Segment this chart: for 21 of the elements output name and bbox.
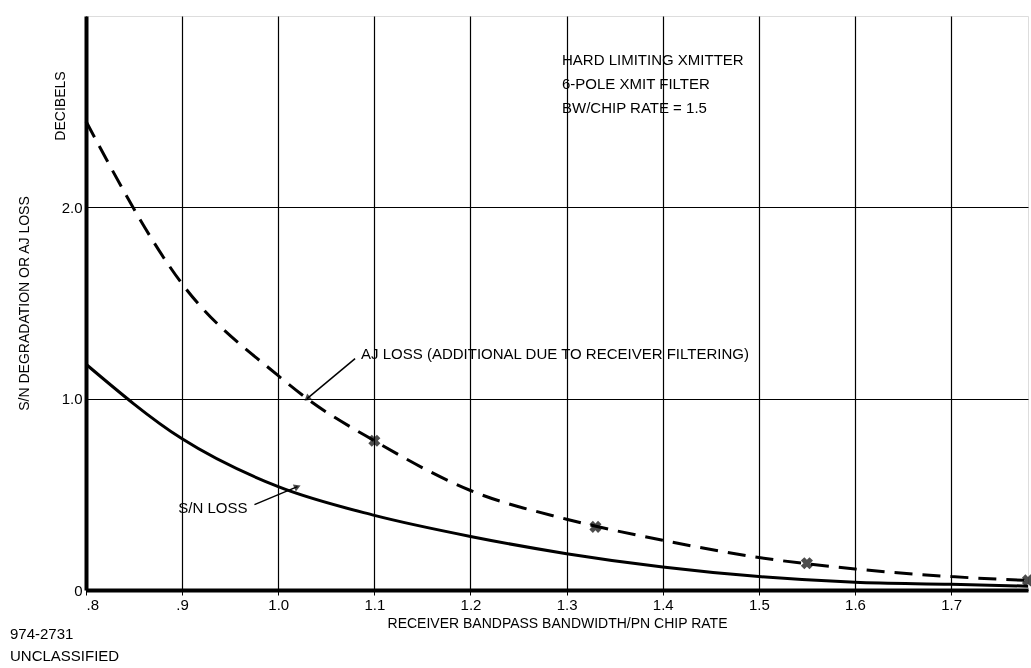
x-tick-label: 1.5 [748, 595, 770, 613]
y-axis-title: S/N DEGRADATION OR AJ LOSS [15, 196, 32, 411]
text: 974-2731 [10, 625, 74, 642]
x-axis-title: RECEIVER BANDPASS BANDWIDTH/PN CHIP RATE [387, 614, 728, 631]
point [368, 434, 381, 447]
y-tick-label: 1.0 [61, 390, 83, 408]
x-tick-label: .9 [176, 595, 189, 613]
text: DECIBELS [52, 71, 68, 141]
x-tick-label: 1.1 [364, 595, 386, 613]
x-tick-label: 1.7 [941, 595, 963, 613]
x-tick-label: 1.3 [556, 595, 578, 613]
y-tick-label: 2.0 [61, 198, 83, 216]
point [589, 520, 602, 533]
x-tick-label: .8 [86, 595, 100, 613]
x-tick-label: 1.2 [460, 595, 482, 613]
y-tick-label: 0 [74, 581, 83, 599]
x-tick-label: 1.6 [845, 595, 866, 613]
x-tick-label: 1.0 [268, 595, 290, 613]
x-tick-label: 1.4 [652, 595, 674, 613]
point [800, 557, 813, 570]
text: UNCLASSIFIED [10, 647, 120, 664]
